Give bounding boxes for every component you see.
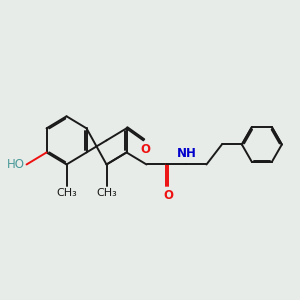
Text: HO: HO [7,158,25,171]
Text: NH: NH [177,147,196,160]
Text: O: O [140,143,150,157]
Text: CH₃: CH₃ [56,188,77,198]
Text: O: O [163,189,173,202]
Text: CH₃: CH₃ [96,188,117,198]
